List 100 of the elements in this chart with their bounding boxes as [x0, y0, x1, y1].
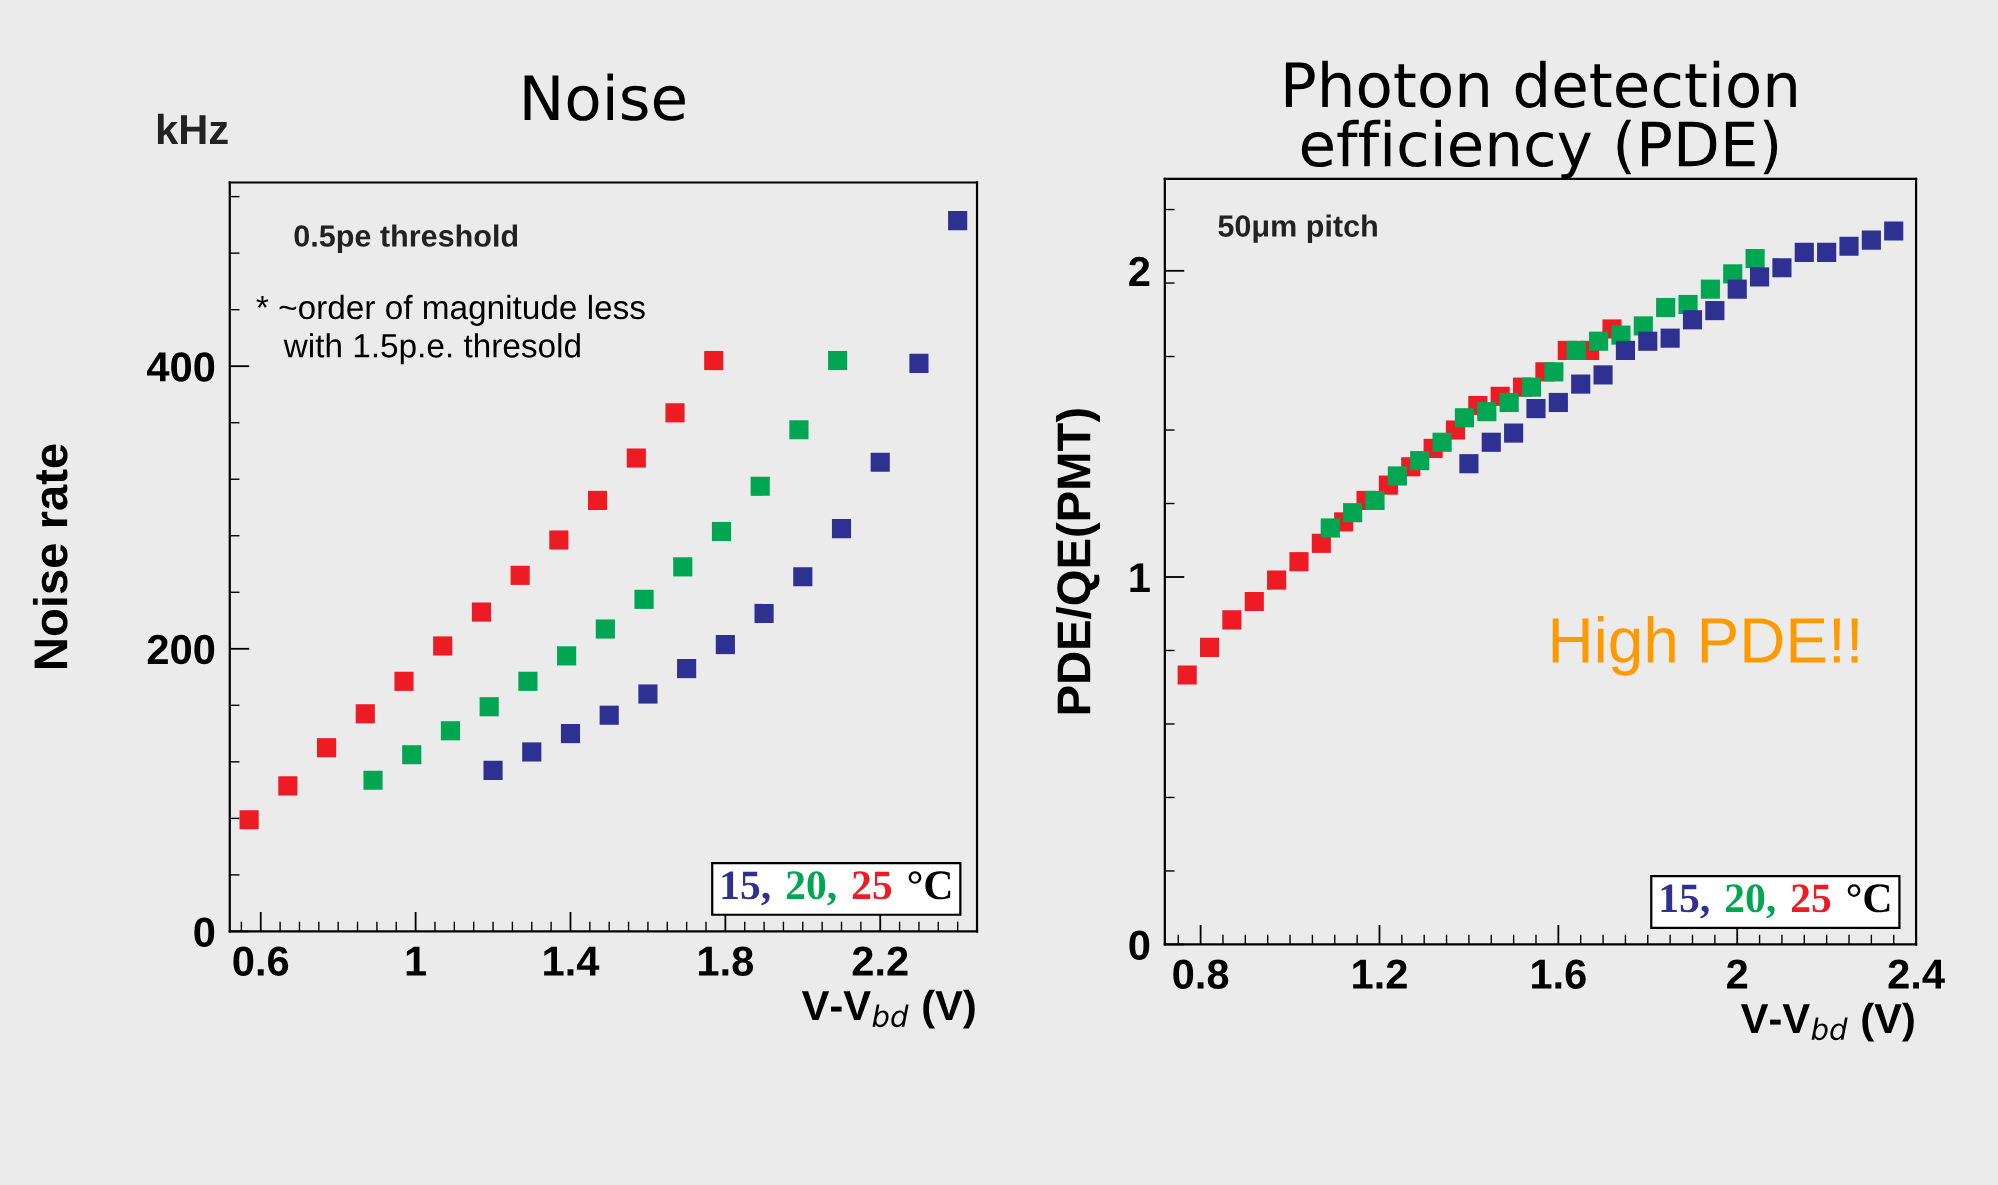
point [715, 634, 735, 655]
point [1656, 297, 1676, 318]
point [789, 420, 809, 440]
point [1544, 362, 1564, 382]
text: 25 [852, 871, 892, 900]
point [750, 476, 770, 496]
point [1454, 408, 1475, 428]
point [1750, 267, 1770, 287]
chart-title: Photon detection efficiency (PDE) [1285, 60, 1796, 179]
point [1177, 665, 1197, 685]
y-axis-title: PDE/QE(PMT) [1055, 409, 1100, 714]
point [1615, 340, 1635, 360]
y-tick-label: 200 [147, 634, 215, 665]
point [1571, 374, 1591, 394]
point [522, 742, 542, 762]
text: 15, [722, 871, 770, 906]
point [1526, 399, 1546, 419]
point [239, 810, 259, 830]
point [557, 646, 577, 666]
point [560, 724, 581, 744]
point [1817, 242, 1837, 262]
chart-title: Noise [524, 73, 685, 121]
x-axis-title: V-V$_{bd}$ (V) [1740, 1002, 1914, 1042]
point [1700, 279, 1720, 299]
point [518, 671, 538, 691]
point [1705, 301, 1725, 321]
point [1459, 454, 1479, 474]
point [588, 490, 608, 510]
text: kHz [157, 113, 228, 144]
x-tick-label: 1 [406, 946, 427, 976]
point [704, 350, 724, 371]
y-tick-label: 2 [1129, 256, 1150, 286]
text: 25 [1791, 884, 1831, 913]
point [1504, 423, 1524, 443]
point [665, 403, 685, 423]
point [440, 721, 461, 741]
point [1199, 637, 1220, 657]
point [1593, 365, 1613, 385]
x-tick-label: 1.8 [699, 946, 754, 976]
legend-title: °C [908, 871, 951, 900]
point [831, 519, 852, 539]
point [1745, 248, 1765, 269]
y-tick-label: 1 [1130, 563, 1150, 593]
x-tick-label: 1.2 [1353, 959, 1407, 989]
x-tick-label: 0.8 [1173, 959, 1229, 989]
point [278, 776, 298, 796]
text: 20, [1725, 884, 1775, 919]
point [1682, 310, 1703, 330]
point [828, 350, 848, 371]
annotation: 50μm pitch [1218, 214, 1377, 243]
text: 15, [1661, 884, 1709, 919]
point [1267, 570, 1287, 590]
text: 20, [786, 871, 836, 906]
point [1884, 221, 1904, 241]
point [1481, 432, 1501, 452]
point [433, 636, 453, 656]
point [1244, 591, 1264, 612]
point [793, 567, 813, 587]
point [638, 684, 658, 704]
y-axis-title: Noise rate [32, 444, 68, 668]
x-tick-label: 2.2 [852, 946, 908, 976]
point [595, 619, 615, 639]
point [1839, 236, 1859, 256]
point [394, 671, 414, 691]
x-tick-label: 1.6 [1532, 959, 1586, 989]
y-tick-label: 0 [194, 917, 215, 947]
point [626, 448, 646, 468]
point [909, 353, 929, 373]
point [483, 760, 503, 780]
point [1320, 518, 1340, 538]
point [870, 452, 890, 472]
point [634, 589, 654, 609]
point [549, 530, 569, 550]
x-tick-label: 2 [1727, 959, 1748, 989]
point [1861, 230, 1881, 250]
point [1477, 402, 1497, 422]
legend-title: °C [1847, 884, 1890, 913]
point [1660, 328, 1680, 348]
point [355, 704, 375, 724]
point [754, 603, 774, 624]
x-axis-title: V-V$_{bd}$ (V) [801, 989, 975, 1029]
point [363, 770, 383, 790]
point [1432, 432, 1452, 452]
point [1343, 503, 1363, 523]
y-tick-label: 400 [147, 352, 215, 382]
point [1794, 242, 1814, 262]
point [402, 745, 422, 765]
point [1638, 331, 1658, 351]
point [1222, 610, 1242, 630]
point [677, 659, 697, 679]
point [479, 697, 499, 717]
point [1365, 490, 1385, 511]
point [1589, 331, 1609, 351]
x-tick-label: 1.4 [544, 946, 600, 976]
point [510, 565, 530, 585]
point [316, 738, 337, 758]
point [1387, 466, 1407, 486]
point [1548, 392, 1568, 413]
point [673, 557, 693, 577]
annotation: High PDE!! [1552, 616, 1858, 676]
